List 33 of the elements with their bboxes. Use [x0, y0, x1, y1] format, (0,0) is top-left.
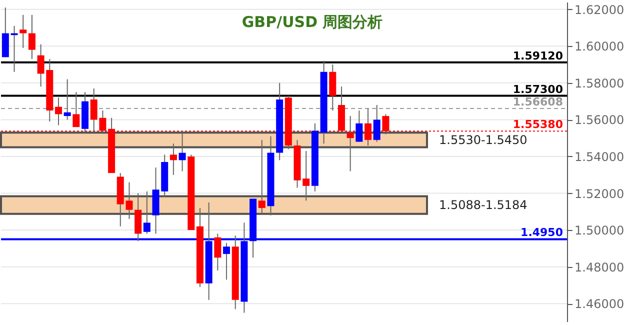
candlestick	[64, 78, 71, 120]
y-tick-label: 1.48000	[574, 260, 624, 274]
candlestick	[20, 14, 27, 48]
y-tick-label: 1.50000	[574, 224, 624, 238]
candlestick	[356, 110, 363, 142]
y-tick-label: 1.46000	[574, 297, 624, 312]
candlestick	[28, 14, 36, 60]
text: GBP/USD 周图分析	[242, 13, 383, 31]
candlestick	[178, 130, 186, 172]
candlestick	[72, 92, 80, 128]
band-label: 1.5530-1.5450	[439, 132, 528, 147]
y-tick-label: 1.60000	[574, 40, 624, 54]
ref-line-label: 1.57300	[512, 82, 564, 96]
ref-line-label: 1.56608	[512, 96, 563, 109]
y-tick-label: 1.52000	[574, 186, 624, 201]
band-label: 1.5088-1.5184	[439, 198, 528, 212]
candlestick	[373, 104, 380, 142]
candlestick	[134, 192, 142, 242]
candlestick	[143, 190, 150, 234]
candlestick	[170, 143, 177, 176]
candlestick	[214, 233, 222, 272]
y-tick-label: 1.58000	[574, 76, 624, 90]
candlestick	[258, 139, 266, 214]
ref-line-label: 1.4950	[520, 226, 564, 240]
candlestick	[329, 64, 336, 112]
ref-line-label: 1.59120	[512, 49, 564, 62]
y-tick-label: 1.62000	[574, 2, 624, 17]
candlestick	[223, 242, 230, 280]
candlestick	[54, 97, 62, 126]
y-tick-label: 1.56000	[574, 113, 624, 128]
candlestick	[2, 7, 9, 58]
ref-line-label: 1.55380	[512, 118, 564, 132]
y-tick-label: 1.54000	[574, 150, 624, 164]
